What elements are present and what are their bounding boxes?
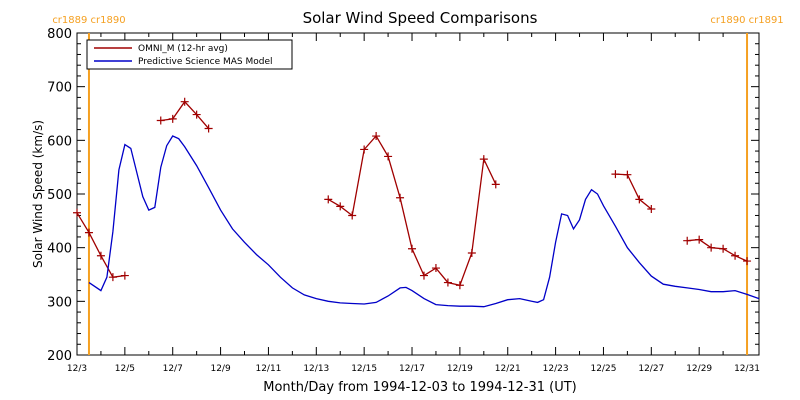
series-line: [88, 135, 760, 308]
data-point-marker: [84, 228, 93, 237]
data-point-marker: [360, 145, 369, 154]
x-tick-label: 12/5: [115, 364, 135, 374]
data-point-marker: [73, 208, 81, 217]
data-point-marker: [372, 132, 381, 141]
x-tick-label: 12/31: [734, 364, 760, 374]
y-axis-label: Solar Wind Speed (km/s): [31, 120, 45, 268]
y-tick-label: 600: [47, 134, 72, 149]
plot-border: [76, 32, 760, 356]
y-tick-label: 500: [47, 188, 72, 203]
x-tick-label: 12/11: [255, 364, 281, 374]
chart-title: Solar Wind Speed Comparisons: [303, 9, 538, 27]
data-point-marker: [467, 249, 476, 258]
data-point-marker: [168, 114, 177, 123]
legend-box: [86, 39, 293, 70]
x-tick-label: 12/23: [543, 364, 569, 374]
x-tick-label: 12/9: [210, 364, 230, 374]
data-point-marker: [623, 170, 632, 179]
data-point-marker: [695, 235, 704, 244]
x-tick-label: 12/13: [303, 364, 329, 374]
x-tick-label: 12/7: [163, 364, 183, 374]
data-point-marker: [455, 281, 464, 290]
data-point-marker: [108, 273, 117, 282]
series-line: [327, 134, 497, 286]
data-point-marker: [731, 251, 740, 260]
y-tick-label: 400: [47, 242, 72, 257]
data-point-marker: [408, 244, 417, 253]
x-tick-label: 12/15: [351, 364, 377, 374]
series-layer: [73, 97, 760, 308]
data-point-marker: [635, 195, 644, 204]
carrington-label: cr1890 cr1891: [710, 15, 783, 26]
data-point-marker: [336, 202, 345, 211]
series-line: [687, 238, 748, 262]
y-tick-label: 200: [47, 349, 72, 364]
series-omni: [73, 97, 752, 290]
x-tick-label: 12/19: [447, 364, 473, 374]
data-point-marker: [348, 211, 357, 220]
data-point-marker: [192, 110, 201, 119]
series-line: [160, 100, 210, 129]
data-point-marker: [384, 152, 393, 161]
plot-frame: [76, 32, 760, 356]
data-point-marker: [479, 155, 488, 164]
data-point-marker: [647, 205, 656, 214]
data-point-marker: [707, 243, 716, 252]
data-point-marker: [396, 193, 405, 202]
data-point-marker: [419, 271, 428, 280]
carrington-markers: cr1889 cr1890 cr1890 cr1891: [52, 15, 784, 355]
x-axis-label: Month/Day from 1994-12-03 to 1994-12-31 …: [263, 380, 576, 395]
data-point-marker: [324, 195, 333, 204]
x-tick-label: 12/3: [67, 364, 87, 374]
data-point-marker: [611, 170, 620, 179]
x-tick-label: 12/25: [590, 364, 616, 374]
data-point-marker: [204, 124, 213, 133]
data-point-marker: [180, 97, 189, 106]
x-tick-label: 12/29: [686, 364, 712, 374]
legend: OMNI_M (12-hr avg) Predictive Science MA…: [86, 39, 293, 70]
series-mas: [88, 135, 760, 308]
y-tick-label: 800: [47, 27, 72, 42]
data-point-marker: [431, 264, 440, 273]
data-point-marker: [743, 257, 752, 266]
data-point-marker: [120, 271, 129, 280]
data-point-marker: [719, 244, 728, 253]
series-line: [615, 173, 652, 210]
legend-label-mas: Predictive Science MAS Model: [138, 57, 273, 67]
x-tick-label: 12/21: [495, 364, 521, 374]
data-point-marker: [683, 236, 692, 245]
series-line: [76, 212, 125, 278]
x-tick-label: 12/27: [638, 364, 664, 374]
y-tick-label: 300: [47, 295, 72, 310]
data-point-marker: [491, 180, 500, 189]
y-tick-label: 700: [47, 81, 72, 96]
axis-ticks: 200 300 400 500 600 700 800 12/3 12/5 12/7 12/9 12/…: [47, 27, 760, 374]
data-point-marker: [156, 116, 165, 125]
x-tick-label: 12/17: [399, 364, 425, 374]
carrington-label: cr1889 cr1890: [52, 15, 125, 26]
data-point-marker: [443, 278, 452, 287]
data-point-marker: [96, 251, 105, 260]
legend-label-omni: OMNI_M (12-hr avg): [138, 44, 228, 54]
